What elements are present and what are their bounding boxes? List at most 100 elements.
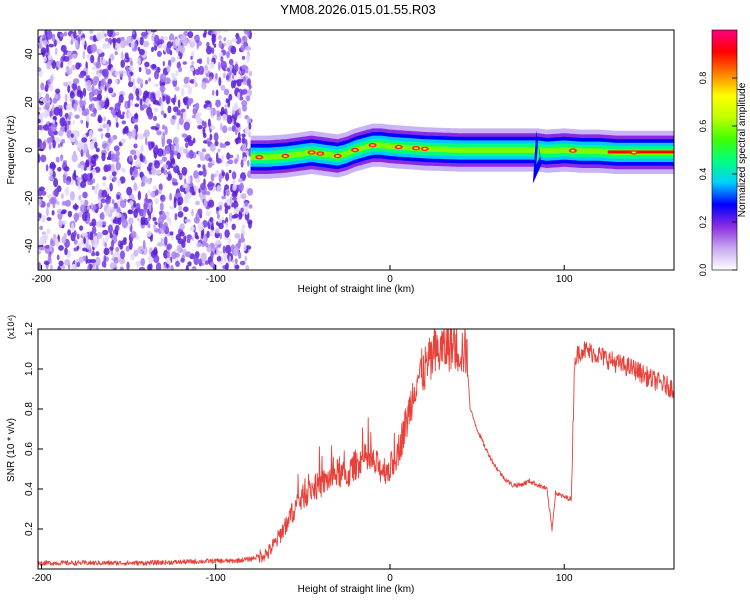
noise-cell	[115, 150, 121, 157]
noise-cell	[107, 224, 113, 234]
noise-cell	[233, 213, 239, 218]
noise-cell	[134, 159, 142, 168]
noise-cell	[167, 105, 172, 114]
noise-cell	[187, 175, 191, 185]
noise-cell	[129, 200, 134, 207]
noise-cell	[221, 171, 225, 177]
noise-cell	[146, 230, 152, 237]
noise-cell	[113, 202, 119, 209]
noise-cell	[120, 240, 127, 246]
noise-cell	[208, 157, 213, 163]
noise-cell	[42, 97, 47, 104]
noise-cell	[151, 46, 154, 53]
noise-cell	[110, 108, 116, 115]
noise-cell	[126, 35, 132, 46]
noise-cell	[185, 191, 192, 199]
noise-cell	[176, 55, 180, 60]
noise-cell	[205, 210, 211, 217]
noise-cell	[86, 206, 91, 211]
noise-cell	[138, 66, 142, 73]
noise-cell	[243, 156, 247, 162]
noise-cell	[91, 84, 95, 93]
y-tick-label: 40	[24, 48, 35, 60]
noise-cell	[215, 89, 219, 97]
noise-cell	[136, 96, 140, 101]
noise-cell	[198, 258, 202, 267]
noise-cell	[113, 145, 120, 152]
noise-cell	[215, 30, 222, 34]
noise-cell	[132, 30, 135, 35]
noise-cell	[227, 238, 232, 244]
noise-cell	[181, 87, 185, 97]
noise-cell	[98, 49, 103, 54]
noise-cell	[244, 115, 249, 120]
noise-cell	[38, 140, 43, 149]
signal-hot-core	[631, 151, 636, 154]
noise-cell	[128, 132, 132, 139]
noise-cell	[148, 77, 152, 82]
noise-cell	[240, 44, 246, 51]
noise-cell	[200, 229, 204, 239]
noise-cell	[151, 166, 154, 173]
noise-cell	[103, 255, 107, 264]
noise-cell	[67, 59, 72, 66]
noise-cell	[156, 50, 162, 58]
noise-cell	[147, 208, 150, 216]
noise-cell	[139, 78, 144, 85]
noise-cell	[223, 37, 226, 42]
noise-cell	[57, 265, 62, 270]
noise-cell	[67, 229, 71, 236]
noise-cell	[87, 264, 90, 270]
noise-cell	[80, 119, 84, 124]
noise-cell	[50, 264, 53, 270]
noise-cell	[202, 220, 208, 228]
noise-cell	[126, 65, 129, 75]
noise-cell	[170, 264, 174, 270]
noise-cell	[244, 46, 252, 51]
noise-cell	[58, 219, 63, 228]
heatmap-y-axis: -40 -20 0 20 40	[24, 48, 43, 253]
noise-cell	[57, 166, 62, 172]
noise-cell	[57, 143, 61, 149]
noise-cell	[162, 164, 169, 169]
noise-cell	[231, 125, 236, 132]
noise-cell	[181, 241, 186, 249]
noise-cell	[128, 81, 134, 88]
noise-cell	[106, 156, 111, 160]
noise-cell	[147, 177, 152, 185]
noise-cell	[152, 217, 157, 222]
noise-cell	[161, 124, 166, 130]
noise-cell	[247, 188, 254, 196]
noise-cell	[248, 70, 253, 77]
noise-cell	[100, 80, 105, 88]
noise-cell	[171, 158, 176, 165]
noise-cell	[106, 42, 111, 49]
noise-cell	[176, 122, 180, 130]
noise-cell	[142, 239, 146, 250]
noise-cell	[148, 144, 152, 151]
noise-cell	[83, 199, 89, 206]
noise-cell	[47, 61, 51, 66]
noise-cell	[220, 84, 226, 91]
noise-cell	[97, 73, 102, 78]
noise-cell	[214, 140, 219, 147]
noise-cell	[74, 138, 78, 146]
noise-cell	[232, 184, 237, 191]
noise-cell	[68, 111, 73, 117]
noise-cell	[155, 90, 161, 99]
noise-cell	[223, 255, 227, 263]
noise-cell	[221, 154, 225, 161]
noise-cell	[119, 266, 124, 270]
noise-cell	[39, 213, 42, 219]
noise-cell	[80, 149, 84, 158]
noise-cell	[86, 86, 93, 92]
noise-cell	[218, 61, 221, 71]
noise-cell	[130, 40, 135, 49]
y-tick-label: 1.0	[24, 362, 35, 376]
noise-cell	[223, 187, 226, 197]
noise-cell	[231, 110, 236, 115]
heatmap-x-axis-label: Height of straight line (km)	[298, 284, 415, 295]
signal-hot-core	[283, 155, 288, 157]
noise-cell	[225, 262, 229, 270]
noise-cell	[241, 64, 247, 70]
